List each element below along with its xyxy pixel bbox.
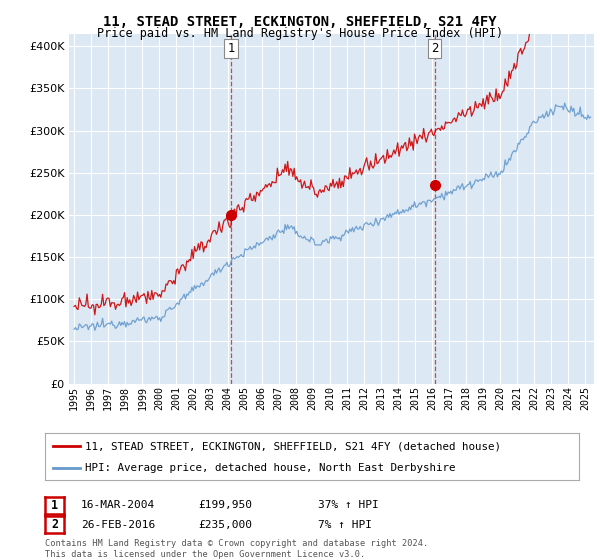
Text: 26-FEB-2016: 26-FEB-2016 <box>81 520 155 530</box>
Text: 7% ↑ HPI: 7% ↑ HPI <box>318 520 372 530</box>
Text: 37% ↑ HPI: 37% ↑ HPI <box>318 500 379 510</box>
Text: Contains HM Land Registry data © Crown copyright and database right 2024.
This d: Contains HM Land Registry data © Crown c… <box>45 539 428 559</box>
Text: 16-MAR-2004: 16-MAR-2004 <box>81 500 155 510</box>
Text: 1: 1 <box>51 498 58 512</box>
Text: HPI: Average price, detached house, North East Derbyshire: HPI: Average price, detached house, Nort… <box>85 463 455 473</box>
Text: 2: 2 <box>431 43 439 55</box>
Text: 11, STEAD STREET, ECKINGTON, SHEFFIELD, S21 4FY (detached house): 11, STEAD STREET, ECKINGTON, SHEFFIELD, … <box>85 441 501 451</box>
Text: 1: 1 <box>227 43 235 55</box>
Text: 11, STEAD STREET, ECKINGTON, SHEFFIELD, S21 4FY: 11, STEAD STREET, ECKINGTON, SHEFFIELD, … <box>103 15 497 29</box>
Text: £235,000: £235,000 <box>198 520 252 530</box>
Text: 2: 2 <box>51 518 58 531</box>
Text: £199,950: £199,950 <box>198 500 252 510</box>
Text: Price paid vs. HM Land Registry's House Price Index (HPI): Price paid vs. HM Land Registry's House … <box>97 27 503 40</box>
